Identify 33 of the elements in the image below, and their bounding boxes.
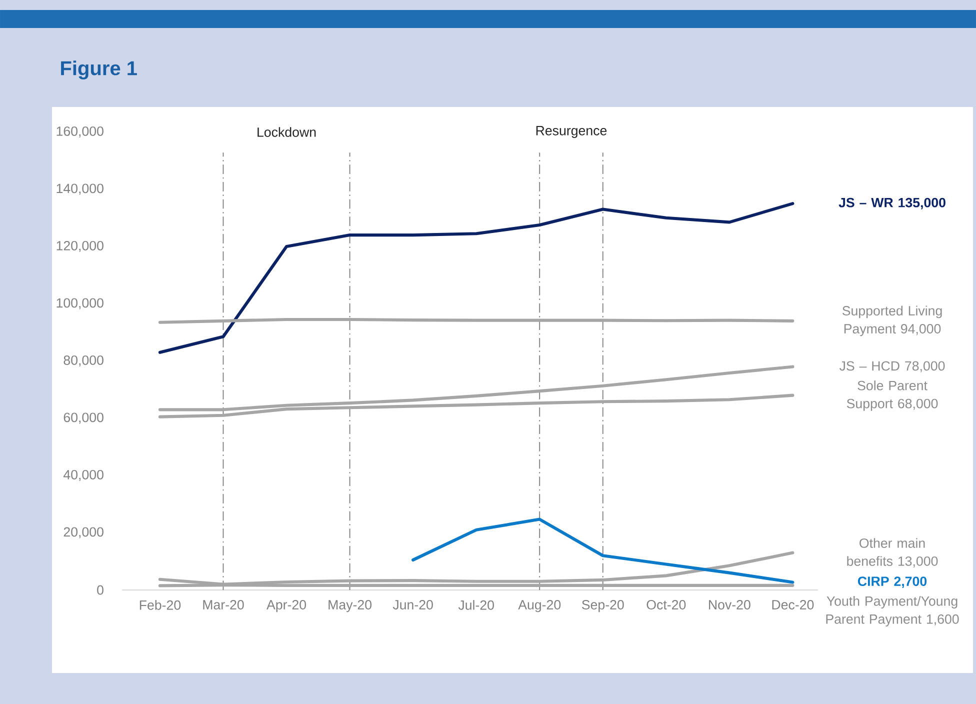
x-tick-label: Feb-20 (140, 600, 181, 610)
x-tick-label: Sep-20 (582, 600, 624, 612)
text: JS – WR 135,000 (838, 198, 946, 210)
y-tick-label: 100,000 (56, 298, 104, 310)
annotation: Resurgence (536, 126, 607, 138)
x-tick-label: Mar-20 (203, 600, 244, 610)
annotation: Lockdown (258, 127, 316, 137)
y-tick-label: 160,000 (56, 126, 104, 138)
y-tick-label: 0 (97, 585, 104, 595)
text: Youth Payment/Young Parent Payment 1,600 (826, 596, 959, 626)
y-tick-label: 140,000 (56, 184, 104, 195)
chart-title: Figure 1 (61, 60, 137, 80)
x-tick-label: Apr-20 (266, 600, 306, 612)
text: Supported Living Payment 94,000 (842, 306, 942, 336)
x-tick-label: Oct-20 (646, 600, 686, 610)
y-tick-label: 20,000 (64, 527, 104, 538)
x-tick-label: Aug-20 (518, 600, 561, 612)
text: JS – HCD 78,000 (839, 361, 945, 372)
line-series (412, 518, 794, 584)
line-series (158, 551, 794, 586)
text: Sole Parent Support 68,000 (846, 380, 938, 411)
text: Other main benefits 13,000 (847, 538, 938, 568)
y-tick-label: 60,000 (64, 412, 104, 424)
line-series (158, 202, 794, 354)
y-tick-label: 80,000 (64, 355, 104, 367)
x-tick-label: Nov-20 (709, 600, 750, 610)
y-tick-label: 40,000 (63, 470, 104, 482)
x-tick-label: Jun-20 (392, 600, 433, 610)
y-tick-label: 120,000 (56, 240, 104, 252)
x-tick-label: Dec-20 (772, 600, 814, 610)
x-tick-label: Jul-20 (458, 600, 494, 610)
text: CIRP 2,700 (858, 576, 927, 588)
x-tick-label: May-20 (328, 600, 372, 612)
